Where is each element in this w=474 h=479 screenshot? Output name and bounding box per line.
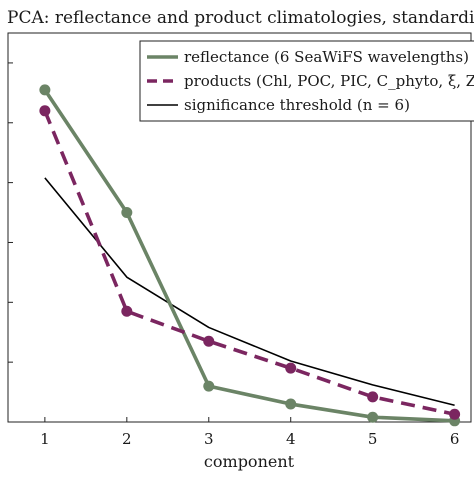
x-tick-label: 4	[286, 430, 296, 448]
x-axis-label: component	[204, 452, 295, 471]
series-line	[43, 110, 455, 416]
data-point	[367, 411, 379, 423]
x-tick-label: 5	[368, 430, 378, 448]
series-0	[39, 84, 461, 427]
legend-label: products (Chl, POC, PIC, C_phyto, ξ, Z_e…	[184, 72, 474, 90]
data-point	[285, 398, 297, 410]
legend-label: significance threshold (n = 6)	[184, 96, 410, 114]
x-tick-label: 3	[204, 430, 214, 448]
data-point	[203, 335, 215, 347]
series-layer	[39, 84, 461, 427]
data-point	[39, 84, 51, 96]
series-1	[39, 105, 461, 420]
data-point	[203, 380, 215, 392]
series-line	[43, 88, 455, 423]
chart-title: PCA: reflectance and product climatologi…	[7, 8, 474, 28]
plot-frame	[7, 32, 472, 423]
data-point	[39, 105, 51, 117]
data-point	[121, 207, 133, 219]
series-2	[44, 177, 455, 407]
series-line	[44, 177, 455, 407]
data-point	[367, 391, 379, 403]
legend: reflectance (6 SeaWiFS wavelengths) produ…	[139, 40, 474, 122]
axis-ticks: 1 2 3 4 5 6	[8, 62, 460, 448]
legend-box	[139, 40, 474, 122]
data-point	[121, 305, 133, 317]
legend-label: reflectance (6 SeaWiFS wavelengths)	[184, 48, 469, 66]
x-tick-label: 1	[40, 430, 50, 448]
data-point	[285, 362, 297, 374]
x-tick-label: 2	[122, 430, 132, 448]
x-tick-label: 6	[450, 430, 460, 448]
data-point	[449, 408, 461, 420]
